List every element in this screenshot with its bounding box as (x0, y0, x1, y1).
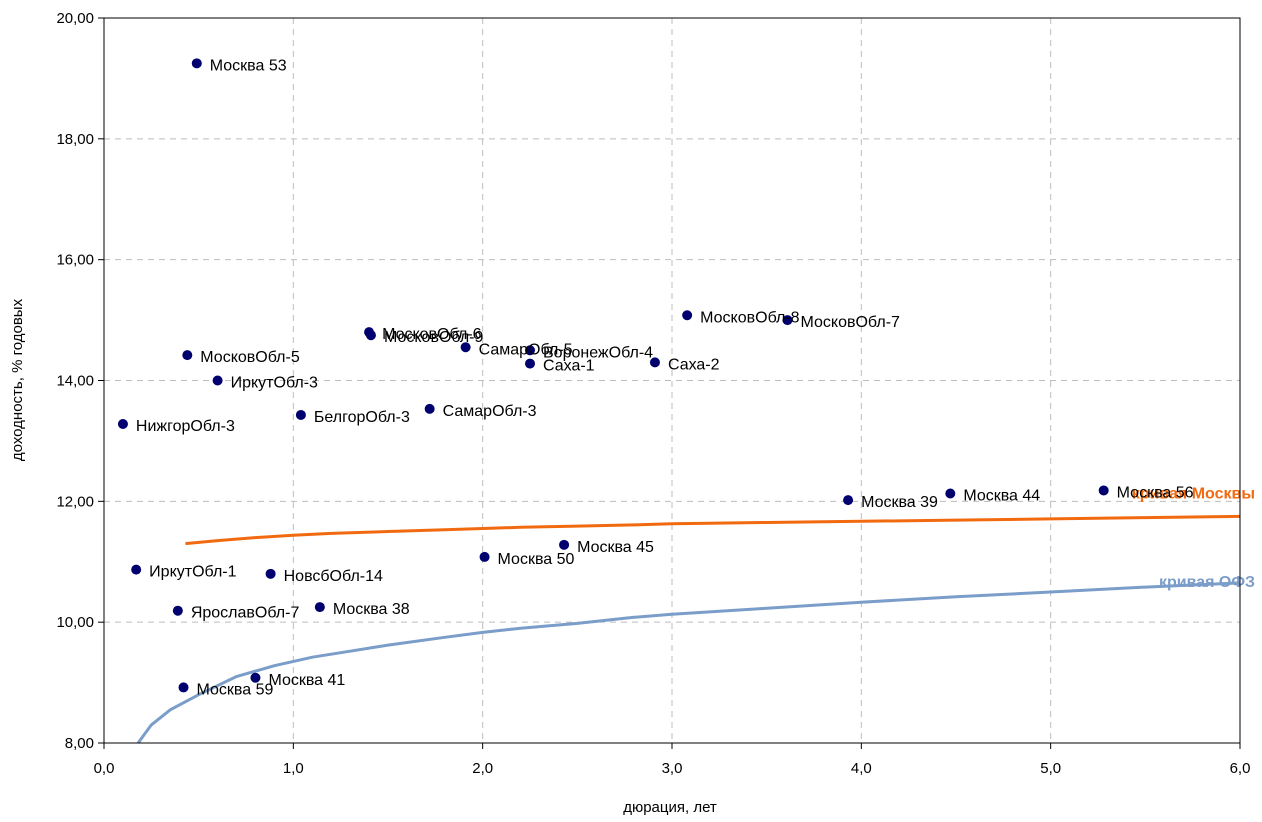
data-point-label: Москва 59 (197, 681, 274, 698)
data-point-label: ЯрославОбл-7 (191, 605, 300, 622)
data-point (525, 345, 535, 356)
data-point-label: Москва 53 (210, 57, 287, 74)
data-point-label: Москва 45 (577, 539, 654, 556)
data-point-label: НижгорОбл-3 (136, 418, 235, 435)
y-tick-label: 12,00 (56, 493, 94, 510)
data-point (682, 310, 693, 321)
data-point (365, 330, 376, 341)
data-point-label: Москва 41 (268, 672, 345, 689)
y-tick-label: 14,00 (56, 373, 94, 390)
data-point (314, 602, 325, 613)
data-point (212, 375, 223, 386)
data-point-label: МосковОбл-8 (700, 309, 800, 326)
data-point (649, 357, 660, 368)
y-tick-label: 10,00 (56, 614, 94, 631)
data-point (460, 342, 471, 353)
data-point-label: СамарОбл-3 (443, 403, 537, 420)
data-point-label: Москва 38 (333, 601, 410, 618)
data-point-label: Москва 50 (498, 551, 575, 568)
axis-layer: 0,0 1,0 2,0 3,0 4,0 5,0 6,0 8,00 10,00 12,00 14,00… (56, 10, 1250, 777)
data-point (178, 682, 189, 693)
data-point-label: ИркутОбл-3 (231, 375, 318, 392)
data-point-label: МосковОбл-9 (384, 329, 484, 346)
data-point (479, 551, 490, 562)
y-tick-label: 18,00 (56, 131, 94, 148)
data-point (191, 58, 202, 69)
x-axis-title: дюрация, лет (623, 799, 717, 816)
data-point (265, 568, 276, 579)
y-tick-label: 16,00 (56, 252, 94, 269)
data-point-label: БелгорОбл-3 (314, 409, 410, 426)
data-point-label: МосковОбл-5 (200, 349, 300, 366)
data-point-label: МосковОбл-7 (800, 314, 900, 331)
x-tick-label: 0,0 (94, 760, 115, 777)
data-point (525, 358, 535, 369)
data-point (295, 409, 306, 420)
x-tick-label: 1,0 (283, 760, 304, 777)
data-point-label: ВоронежОбл-4 (543, 344, 653, 361)
grid-layer (104, 18, 1240, 743)
data-point (117, 419, 128, 429)
data-point (843, 495, 854, 506)
data-point-label: СамарОбл-5 (479, 341, 573, 358)
data-point-label: НовсбОбл-14 (284, 568, 383, 585)
data-point (559, 539, 570, 550)
y-tick-label: 20,00 (56, 10, 94, 27)
data-point (250, 672, 261, 683)
data-point-label: Москва 39 (861, 494, 938, 511)
data-point-label: Москва 56 (1117, 484, 1194, 501)
data-point-label: Саха-1 (543, 358, 595, 375)
series-label-1: кривая Москвы (1132, 485, 1255, 502)
data-point-label: ИркутОбл-1 (149, 564, 236, 581)
y-tick-label: 8,00 (65, 735, 94, 752)
data-point-label: МосковОбл-6 (382, 326, 482, 343)
series-layer: кривая Москвы кривая ОФЗ (136, 485, 1255, 744)
x-tick-label: 5,0 (1040, 760, 1061, 777)
y-axis-title: доходность, % годовых (9, 298, 26, 461)
data-point (172, 605, 183, 616)
data-point-label: Саха-2 (668, 356, 720, 373)
data-point (131, 564, 142, 575)
data-point (1098, 485, 1109, 496)
series-line-2 (136, 581, 1241, 744)
x-tick-label: 3,0 (662, 760, 683, 777)
data-point (424, 403, 435, 414)
series-line-1 (185, 514, 1241, 546)
x-tick-label: 6,0 (1230, 760, 1251, 777)
data-point (945, 488, 956, 499)
points-layer (117, 58, 1109, 693)
x-tick-label: 2,0 (472, 760, 493, 777)
x-tick-label: 4,0 (851, 760, 872, 777)
data-point (782, 315, 793, 326)
data-point (182, 350, 193, 361)
data-point-label: Москва 44 (963, 487, 1040, 504)
series-label-2: кривая ОФЗ (1159, 574, 1255, 591)
